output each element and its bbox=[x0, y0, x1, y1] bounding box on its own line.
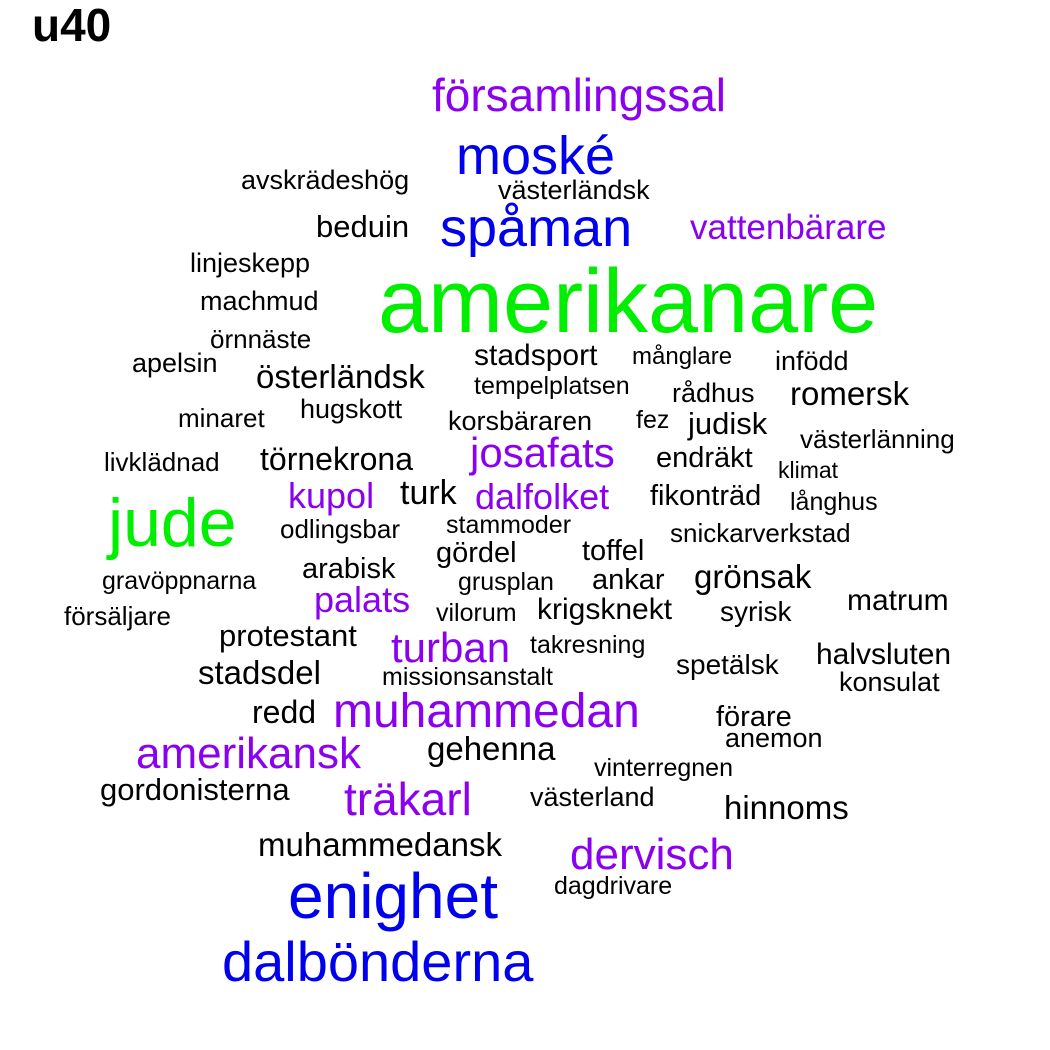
cloud-word: palats bbox=[314, 578, 411, 620]
cloud-word: spetälsk bbox=[676, 649, 779, 681]
cloud-word: församlingssal bbox=[432, 69, 726, 122]
cloud-word: dalfolket bbox=[475, 475, 610, 517]
cloud-word: redd bbox=[252, 693, 317, 730]
cloud-word: linjeskepp bbox=[190, 247, 311, 278]
cloud-word: långhus bbox=[790, 487, 878, 516]
cloud-word: gehenna bbox=[427, 729, 556, 767]
cloud-word: österländsk bbox=[256, 357, 425, 395]
cloud-word: beduin bbox=[316, 209, 410, 245]
cloud-word: västerländsk bbox=[498, 174, 650, 205]
cloud-word: träkarl bbox=[344, 773, 472, 826]
cloud-word: kupol bbox=[288, 474, 375, 516]
cloud-word: grusplan bbox=[458, 567, 554, 596]
cloud-word: vinterregnen bbox=[594, 753, 733, 782]
cloud-word: amerikansk bbox=[136, 728, 361, 778]
cloud-word: gördel bbox=[436, 537, 517, 570]
cloud-word: klimat bbox=[778, 456, 839, 483]
cloud-word: spåman bbox=[440, 197, 633, 258]
cloud-word: rådhus bbox=[672, 377, 755, 408]
cloud-word: konsulat bbox=[839, 666, 940, 697]
cloud-word: hinnoms bbox=[724, 788, 849, 826]
cloud-word: korsbäraren bbox=[448, 405, 593, 436]
cloud-word: turk bbox=[400, 473, 457, 512]
cloud-word: halvsluten bbox=[816, 638, 952, 672]
cloud-word: romersk bbox=[790, 374, 910, 412]
cloud-word: stadsport bbox=[474, 339, 598, 373]
cloud-word: förare bbox=[716, 701, 792, 734]
page-title: u40 bbox=[32, 0, 112, 51]
cloud-word: gravöppnarna bbox=[102, 566, 257, 595]
cloud-word: judisk bbox=[688, 406, 768, 442]
cloud-word: vilorum bbox=[436, 598, 517, 627]
cloud-word: vattenbärare bbox=[690, 207, 887, 247]
cloud-word: dervisch bbox=[570, 829, 734, 879]
cloud-word: dalbönderna bbox=[222, 930, 534, 994]
cloud-word: jude bbox=[108, 485, 237, 562]
cloud-word: fikonträd bbox=[650, 480, 762, 513]
cloud-word: protestant bbox=[219, 618, 357, 654]
cloud-word: josafats bbox=[470, 428, 615, 476]
cloud-word: syrisk bbox=[720, 596, 792, 628]
cloud-word: gordonisterna bbox=[100, 772, 290, 808]
cloud-word: västerland bbox=[530, 781, 655, 812]
cloud-word: örnnäste bbox=[210, 323, 312, 354]
cloud-word: snickarverkstad bbox=[670, 517, 851, 548]
cloud-word: infödd bbox=[775, 345, 849, 376]
cloud-word: amerikanare bbox=[378, 251, 879, 352]
cloud-word: försäljare bbox=[64, 600, 171, 631]
cloud-word: stammoder bbox=[446, 510, 572, 539]
cloud-word: hugskott bbox=[300, 393, 403, 424]
cloud-word: tempelplatsen bbox=[474, 371, 630, 400]
cloud-word: endräkt bbox=[656, 442, 753, 475]
cloud-word: anemon bbox=[725, 722, 823, 753]
cloud-word: turban bbox=[391, 623, 511, 671]
cloud-word: avskrädeshög bbox=[241, 164, 410, 195]
cloud-word: arabisk bbox=[302, 553, 396, 586]
cloud-word: muhammedansk bbox=[258, 825, 502, 863]
cloud-word: missionsanstalt bbox=[382, 662, 553, 691]
cloud-word: krigsknekt bbox=[537, 593, 673, 627]
cloud-word: livklädnad bbox=[104, 446, 220, 477]
cloud-word: stadsdel bbox=[198, 653, 321, 691]
cloud-word: månglare bbox=[632, 342, 733, 370]
cloud-word: törnekrona bbox=[260, 440, 413, 477]
cloud-word: toffel bbox=[582, 535, 645, 568]
cloud-word: machmud bbox=[200, 285, 319, 316]
cloud-word: odlingsbar bbox=[280, 513, 400, 544]
cloud-word: västerlänning bbox=[800, 423, 955, 454]
cloud-word: minaret bbox=[178, 402, 265, 433]
cloud-word: apelsin bbox=[132, 347, 218, 378]
cloud-word: dagdrivare bbox=[554, 871, 673, 900]
cloud-word: matrum bbox=[847, 584, 949, 618]
cloud-word: takresning bbox=[530, 630, 646, 659]
cloud-word: fez bbox=[636, 405, 670, 434]
cloud-word: moské bbox=[456, 125, 616, 186]
cloud-word: ankar bbox=[592, 564, 665, 597]
cloud-word: muhammedan bbox=[333, 685, 640, 739]
cloud-word: enighet bbox=[288, 860, 498, 933]
cloud-word: grönsak bbox=[694, 557, 812, 595]
